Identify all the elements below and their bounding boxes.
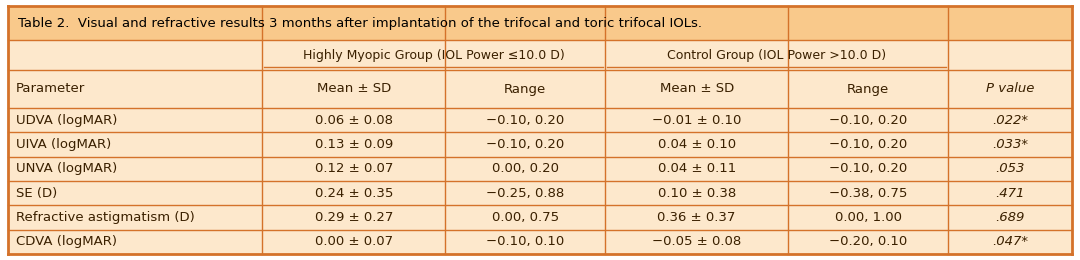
Text: 0.00, 1.00: 0.00, 1.00: [835, 211, 902, 224]
Text: −0.20, 0.10: −0.20, 0.10: [829, 235, 907, 248]
Text: −0.10, 0.20: −0.10, 0.20: [829, 114, 907, 127]
Text: −0.10, 0.20: −0.10, 0.20: [486, 138, 565, 151]
Bar: [8, 205, 1072, 230]
Text: .033*: .033*: [991, 138, 1028, 151]
Text: −0.10, 0.20: −0.10, 0.20: [486, 114, 565, 127]
Bar: [8, 181, 1072, 205]
Text: UDVA (logMAR): UDVA (logMAR): [16, 114, 118, 127]
Bar: [8, 230, 1072, 254]
Bar: [8, 40, 1072, 70]
Bar: [8, 70, 1072, 108]
Text: Range: Range: [504, 82, 546, 95]
Text: Parameter: Parameter: [16, 82, 85, 95]
Text: 0.00 ± 0.07: 0.00 ± 0.07: [314, 235, 393, 248]
Text: −0.10, 0.10: −0.10, 0.10: [486, 235, 565, 248]
Text: SE (D): SE (D): [16, 187, 57, 200]
Text: Mean ± SD: Mean ± SD: [316, 82, 391, 95]
Text: .471: .471: [996, 187, 1025, 200]
Text: 0.12 ± 0.07: 0.12 ± 0.07: [314, 162, 393, 175]
Text: 0.00, 0.75: 0.00, 0.75: [491, 211, 558, 224]
Text: P value: P value: [986, 82, 1035, 95]
Text: .047*: .047*: [991, 235, 1028, 248]
Text: 0.00, 0.20: 0.00, 0.20: [491, 162, 558, 175]
Text: .689: .689: [996, 211, 1025, 224]
Bar: [8, 157, 1072, 181]
Text: −0.10, 0.20: −0.10, 0.20: [829, 162, 907, 175]
Text: −0.10, 0.20: −0.10, 0.20: [829, 138, 907, 151]
Text: .053: .053: [996, 162, 1025, 175]
Bar: [8, 6, 1072, 40]
Bar: [8, 132, 1072, 157]
Text: −0.05 ± 0.08: −0.05 ± 0.08: [652, 235, 741, 248]
Text: 0.04 ± 0.11: 0.04 ± 0.11: [658, 162, 735, 175]
Text: Highly Myopic Group (IOL Power ≤10.0 D): Highly Myopic Group (IOL Power ≤10.0 D): [302, 49, 565, 62]
Bar: [8, 108, 1072, 132]
Text: UNVA (logMAR): UNVA (logMAR): [16, 162, 118, 175]
Text: 0.10 ± 0.38: 0.10 ± 0.38: [658, 187, 735, 200]
Text: 0.36 ± 0.37: 0.36 ± 0.37: [658, 211, 735, 224]
Text: −0.38, 0.75: −0.38, 0.75: [828, 187, 907, 200]
Text: 0.13 ± 0.09: 0.13 ± 0.09: [314, 138, 393, 151]
Text: Table 2.  Visual and refractive results 3 months after implantation of the trifo: Table 2. Visual and refractive results 3…: [18, 16, 702, 29]
Text: Range: Range: [847, 82, 889, 95]
Text: 0.04 ± 0.10: 0.04 ± 0.10: [658, 138, 735, 151]
Text: 0.06 ± 0.08: 0.06 ± 0.08: [314, 114, 393, 127]
Text: 0.29 ± 0.27: 0.29 ± 0.27: [314, 211, 393, 224]
Text: UIVA (logMAR): UIVA (logMAR): [16, 138, 111, 151]
Text: CDVA (logMAR): CDVA (logMAR): [16, 235, 117, 248]
Text: −0.25, 0.88: −0.25, 0.88: [486, 187, 565, 200]
Text: −0.01 ± 0.10: −0.01 ± 0.10: [652, 114, 741, 127]
Text: Control Group (IOL Power >10.0 D): Control Group (IOL Power >10.0 D): [666, 49, 886, 62]
Text: Refractive astigmatism (D): Refractive astigmatism (D): [16, 211, 194, 224]
Text: .022*: .022*: [991, 114, 1028, 127]
Text: 0.24 ± 0.35: 0.24 ± 0.35: [314, 187, 393, 200]
Text: Mean ± SD: Mean ± SD: [660, 82, 733, 95]
